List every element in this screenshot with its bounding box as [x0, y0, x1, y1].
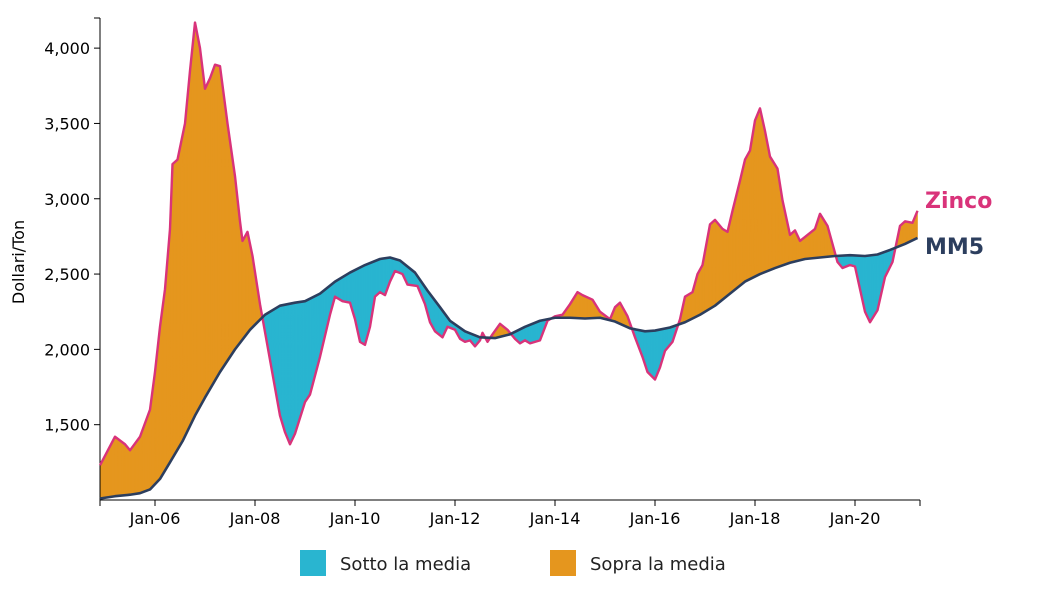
legend-swatch-below [300, 550, 326, 576]
y-tick-label: 3,500 [44, 114, 90, 133]
y-tick-label: 2,000 [44, 340, 90, 359]
series-lines [98, 21, 919, 500]
x-tick-label: Jan-10 [329, 509, 381, 528]
legend-swatch-above [550, 550, 576, 576]
fill-below-mean [262, 247, 896, 445]
x-tick-label: Jan-12 [429, 509, 481, 528]
x-tick-label: Jan-14 [529, 509, 581, 528]
y-axis-title: Dollari/Ton [9, 220, 28, 304]
y-tick-label: 2,500 [44, 265, 90, 284]
series-end-labels: Zinco MM5 [925, 189, 992, 260]
series-label-zinco: Zinco [925, 189, 992, 214]
series-label-mm5: MM5 [925, 235, 984, 260]
x-tick-label: Jan-06 [129, 509, 181, 528]
x-tick-label: Jan-18 [729, 509, 781, 528]
x-tick-label: Jan-20 [829, 509, 881, 528]
x-tick-label: Jan-16 [629, 509, 681, 528]
series-line-zinco [98, 21, 919, 466]
y-tick-label: 4,000 [44, 39, 90, 58]
x-tick-label: Jan-08 [229, 509, 281, 528]
legend: Sotto la media Sopra la media [300, 550, 726, 576]
y-tick-label: 1,500 [44, 416, 90, 435]
series-line-mm5 [99, 236, 919, 500]
y-tick-label: 3,000 [44, 190, 90, 209]
legend-label-above: Sopra la media [590, 554, 726, 575]
legend-label-below: Sotto la media [340, 554, 471, 575]
axes: 1,500 2,000 2,500 3,000 3,500 4,000 Jan-06 Jan-… [9, 17, 921, 528]
